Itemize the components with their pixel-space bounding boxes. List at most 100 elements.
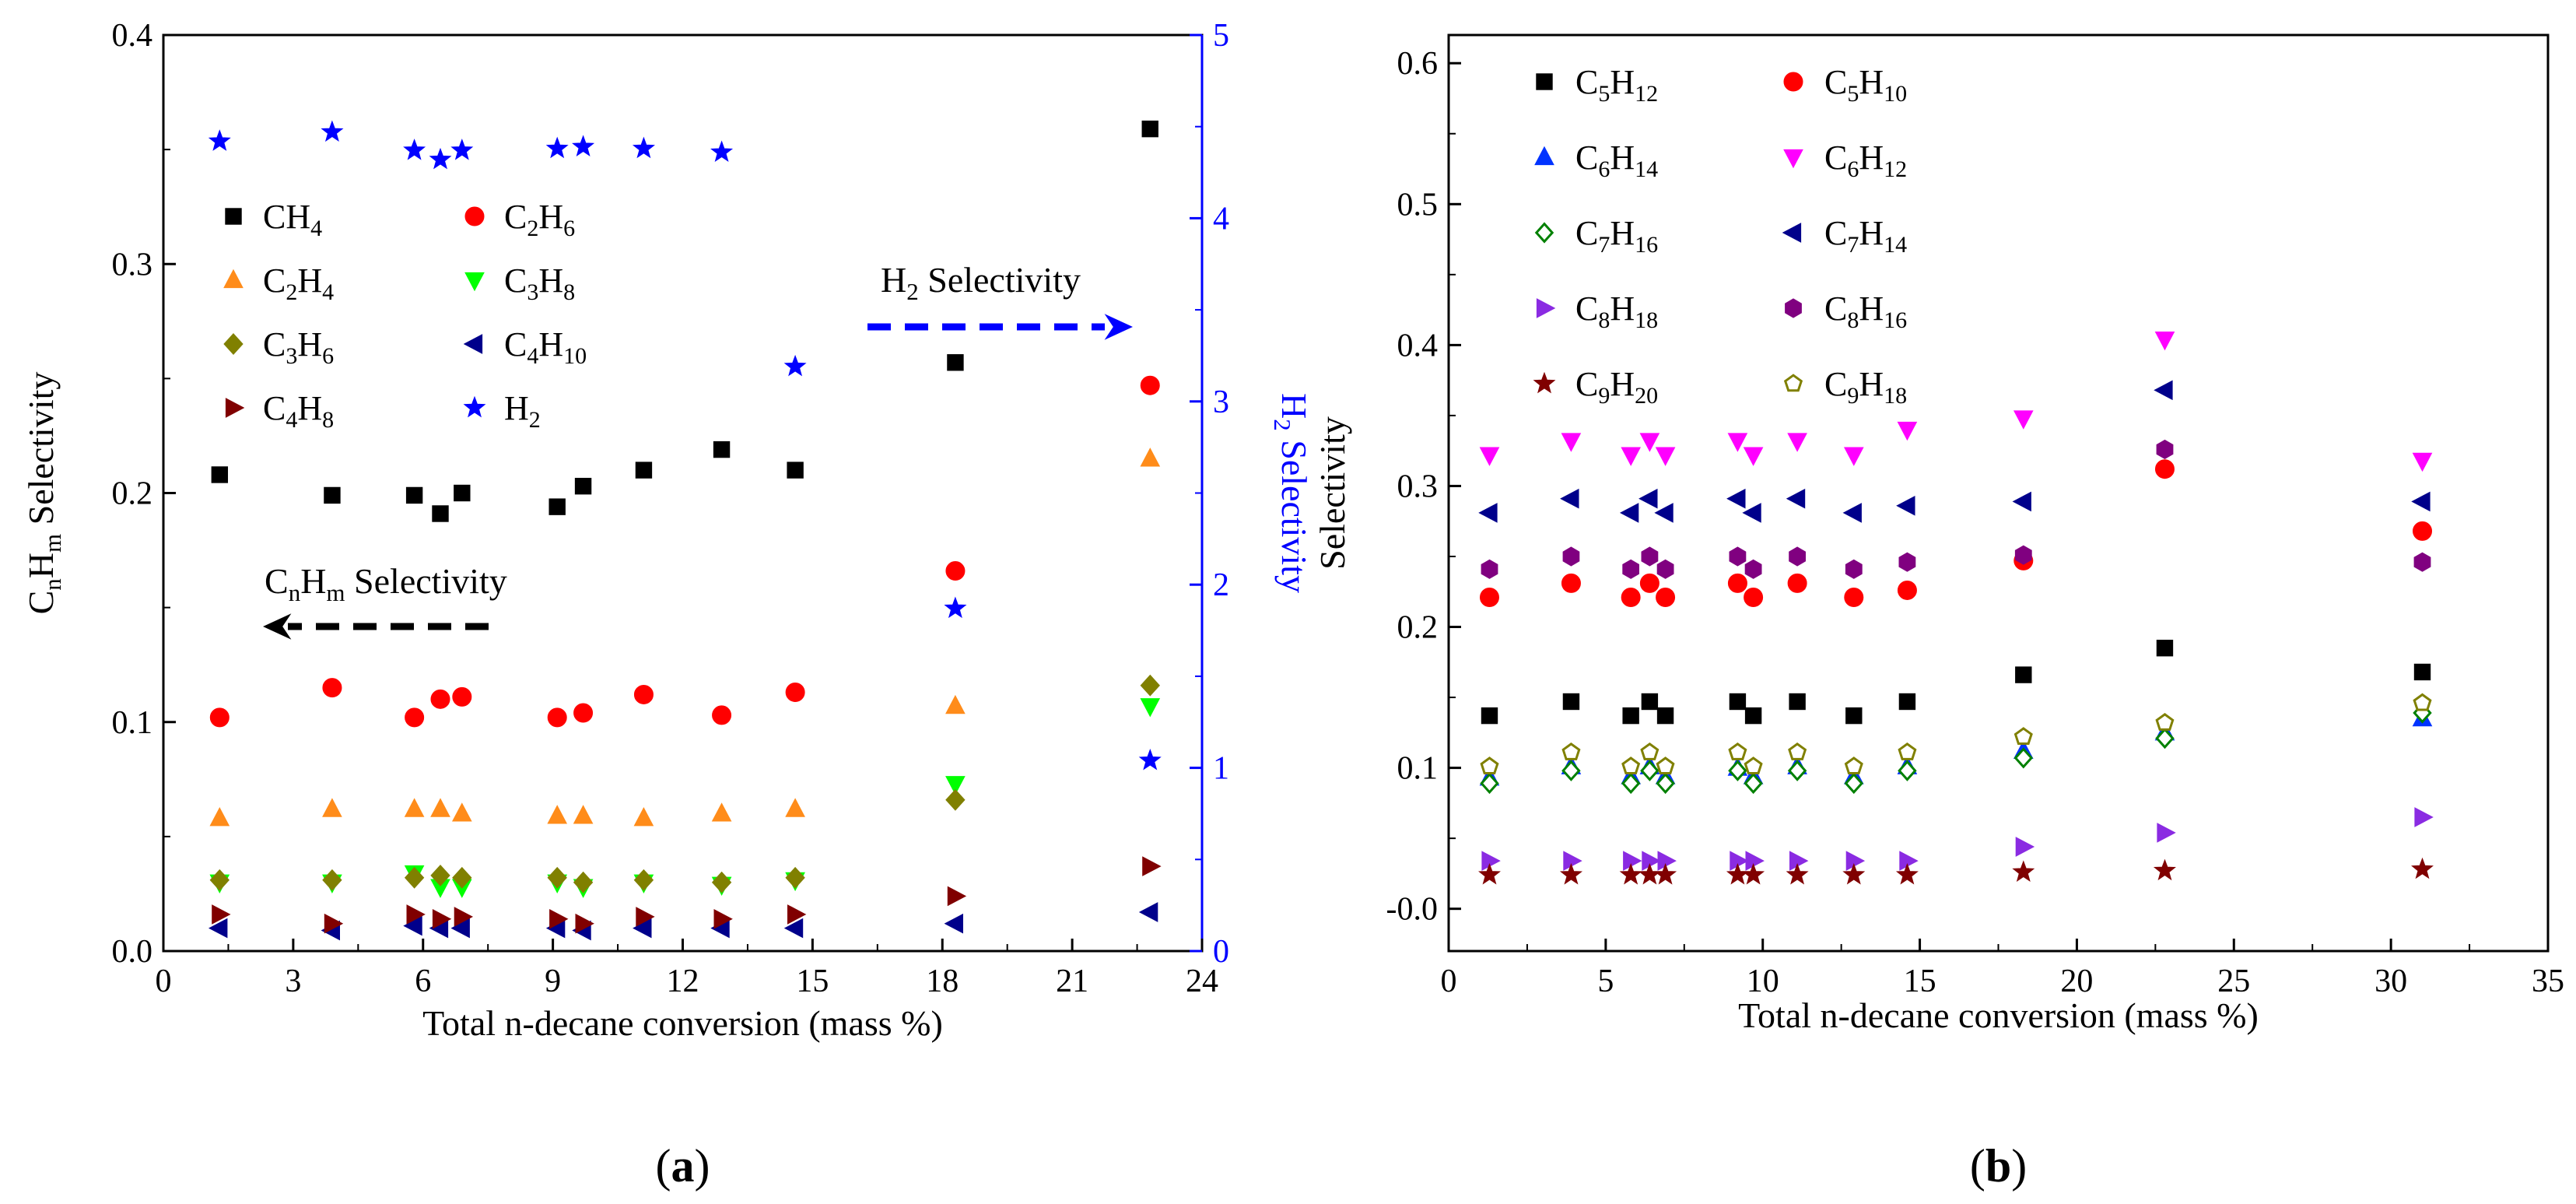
legend-label-C9H18: C9H18 [1824,365,1907,409]
legend-marker-C6H12 [1783,149,1803,169]
series-C5H12 [1481,639,2431,725]
point-C7H16 [1898,760,1917,781]
point-C9H18 [1640,742,1660,760]
point-C8H16 [2413,552,2431,572]
point-C2H6 [573,703,594,723]
x-tick-label: 0 [156,964,172,999]
point-C3H8 [945,776,966,795]
series-C6H12 [1479,332,2433,472]
point-C4H8 [713,908,733,929]
series-C3H8 [209,698,1161,898]
point-C9H20 [1895,862,1919,885]
point-C8H16 [1622,559,1639,579]
point-C6H12 [1479,447,1500,466]
point-C2H6 [633,684,654,704]
legend-label-C8H18: C8H18 [1575,290,1658,333]
point-H2 [783,354,807,377]
point-C5H10 [1727,573,1747,593]
series-C3H6 [209,674,1160,893]
point-H2 [1138,748,1162,770]
legend-label-C3H6: C3H6 [263,325,334,369]
point-C9H20 [1842,862,1866,885]
x-tick-label: 5 [1597,964,1614,999]
point-C7H14 [1786,488,1806,509]
point-C8H16 [1845,559,1863,579]
x-tick-label: 10 [1747,964,1779,999]
point-C7H16 [2013,747,2034,769]
h2-arrow-head [1104,314,1133,340]
point-C8H16 [1562,546,1580,567]
point-C3H6 [547,866,567,889]
point-C6H12 [1727,433,1748,452]
point-C5H12 [1898,693,1916,711]
point-C7H16 [1844,772,1864,795]
point-C9H18 [1844,756,1863,774]
point-C6H12 [1561,433,1582,452]
point-C5H12 [2156,639,2174,657]
point-H2 [208,129,231,151]
legend-label-C9H20: C9H20 [1575,365,1658,409]
point-C8H16 [1898,552,1916,572]
point-C5H10 [2154,459,2175,479]
point-C2H4 [573,805,594,824]
x-tick-label: 15 [1904,964,1936,999]
series-C9H20 [1478,857,2434,885]
point-C8H18 [2157,823,2176,843]
point-H2 [710,140,734,162]
y-tick-label: 0.4 [1397,328,1439,363]
point-C5H12 [1656,707,1674,725]
point-C5H12 [2015,666,2032,683]
point-C8H18 [1845,851,1866,871]
point-CH4 [405,486,423,504]
y-right-tick-label: 0 [1213,934,1229,970]
legend-marker-C2H4 [223,269,244,289]
point-C9H18 [1744,756,1763,774]
point-C5H12 [1744,707,1762,725]
x-tick-label: 30 [2374,964,2407,999]
point-CH4 [574,477,592,495]
point-C8H18 [1730,851,1749,871]
y-axis-label: Selectivity [1313,416,1352,570]
point-C6H12 [2013,410,2034,430]
point-C2H6 [712,705,732,725]
series-C8H16 [1481,439,2431,579]
point-C5H12 [1789,693,1806,711]
point-C5H10 [1639,573,1660,593]
panel-a-chart: 0 3 6 9 12 15 18 21 240.00.10.20.30.4012345Total… [21,18,1314,1192]
point-C5H10 [2413,521,2433,541]
legend-label-C4H10: C4H10 [504,325,587,369]
y-tick-label: 0.5 [1397,187,1439,223]
point-C7H16 [2155,727,2175,749]
point-C7H14 [1842,503,1862,523]
point-C9H18 [1898,742,1917,760]
point-C3H6 [711,871,732,893]
point-C9H20 [1559,862,1582,885]
point-H2 [321,120,344,142]
x-tick-label: 24 [1186,964,1218,999]
cnhm-annotation: CnHm Selectivity [265,561,507,606]
legend-marker-C5H10 [1783,72,1803,92]
y-left-tick-label: 0.1 [112,705,153,741]
point-C9H20 [1742,862,1765,885]
point-C2H4 [711,802,732,822]
point-C2H4 [451,802,472,822]
legend-label-C7H16: C7H16 [1575,214,1658,258]
legend-marker-C7H14 [1782,223,1802,243]
point-C9H20 [1786,862,1809,885]
point-C8H16 [1656,559,1674,579]
point-C9H20 [1478,862,1501,885]
point-CH4 [211,466,229,483]
series-C7H14 [1478,380,2431,523]
point-C7H14 [1478,503,1498,523]
legend-label-C6H14: C6H14 [1575,139,1658,182]
y-left-tick-label: 0.0 [112,934,153,970]
point-C4H8 [787,904,807,925]
point-CH4 [787,462,804,479]
point-C2H6 [209,707,230,728]
point-C6H12 [1743,447,1764,466]
point-H2 [545,136,569,159]
x-tick-label: 3 [285,964,301,999]
point-C6H12 [1897,421,1918,441]
point-C8H18 [2015,837,2035,857]
point-C2H4 [785,798,805,817]
